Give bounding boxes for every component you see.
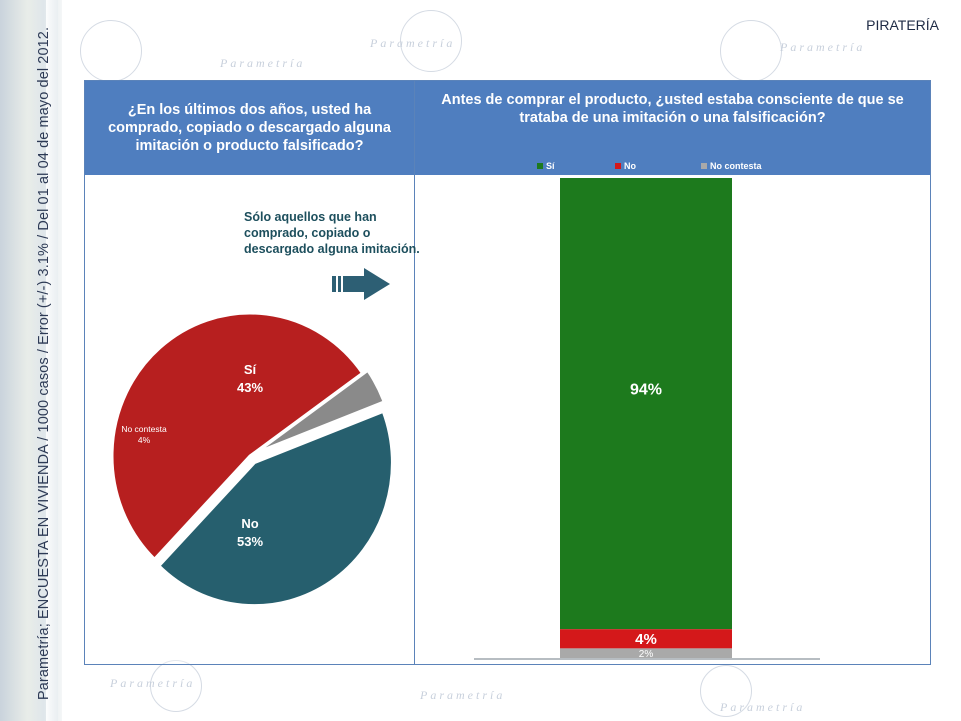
pie-value-si: 43% <box>237 380 263 395</box>
pie-note: Sólo aquellos que han comprado, copiado … <box>244 210 420 256</box>
arrow-right-icon <box>332 268 390 300</box>
legend-swatch-nc <box>701 163 707 169</box>
watermark-circle <box>80 20 142 82</box>
legend-label-no: No <box>624 161 636 171</box>
watermark-text: Parametría <box>110 676 196 690</box>
right-question: Antes de comprar el producto, ¿usted est… <box>441 92 904 126</box>
bar-label-no: 4% <box>635 631 657 648</box>
watermark-text: Parametría <box>220 56 306 70</box>
pie-label-no-contesta: No contesta <box>121 424 167 434</box>
watermark-circle <box>700 665 752 717</box>
right-header: Antes de comprar el producto, ¿usted est… <box>415 81 930 175</box>
watermark-circle <box>150 660 202 712</box>
left-decorative-strip <box>0 0 62 721</box>
pie-label-si: Sí <box>244 362 257 377</box>
legend-item-nc: No contesta <box>701 161 762 171</box>
left-question: ¿En los últimos dos años, usted ha compr… <box>108 102 391 154</box>
pie-slice-si <box>156 409 394 606</box>
survey-caption: Parametría; ENCUESTA EN VIVIENDA / 1000 … <box>36 26 52 700</box>
legend-swatch-no <box>615 163 621 169</box>
left-header: ¿En los últimos dos años, usted ha compr… <box>85 81 414 175</box>
watermark-text: Parametría <box>420 688 506 702</box>
watermark-circle <box>400 10 462 72</box>
panel-divider <box>414 81 415 664</box>
legend-item-si: Sí <box>537 161 555 171</box>
pie-slice-no-contesta <box>254 368 387 455</box>
stacked-bar-chart: 94% 4%2% <box>474 178 820 660</box>
legend-swatch-si <box>537 163 543 169</box>
bar-segment-no-contesta <box>560 648 732 658</box>
watermark-circle <box>720 20 782 82</box>
bar-segment-no <box>560 629 732 649</box>
watermark-text: Parametría <box>780 40 866 54</box>
pie-value-no: 53% <box>237 534 263 549</box>
pie-label-no: No <box>241 516 258 531</box>
bar-segment-si <box>560 178 732 630</box>
legend-label-nc: No contesta <box>710 161 762 171</box>
pie-slice-no <box>110 311 365 562</box>
section-tag: PIRATERÍA <box>866 17 939 33</box>
bar-label-no-contesta: 2% <box>639 649 654 660</box>
pie-value-no-contesta: 4% <box>138 435 151 445</box>
legend-item-no: No <box>615 161 636 171</box>
watermark-text: Parametría <box>370 36 456 50</box>
legend-label-si: Sí <box>546 161 555 171</box>
watermark-text: Parametría <box>720 700 806 714</box>
bar-label-si: 94% <box>630 382 662 399</box>
